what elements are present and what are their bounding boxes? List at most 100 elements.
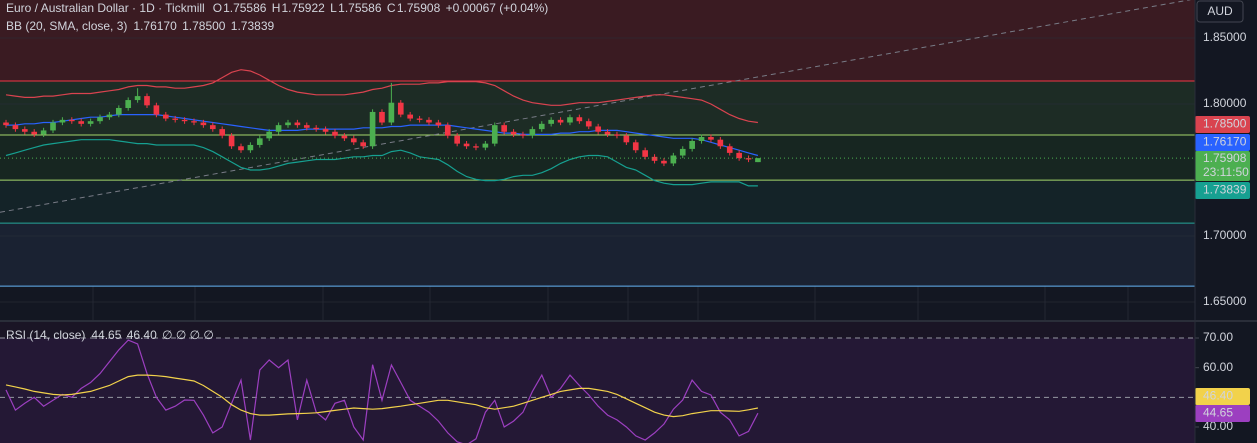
candle-body (454, 135, 460, 144)
ohlc-label: L (330, 1, 337, 15)
candle-body (435, 122, 442, 126)
candle-body (416, 118, 423, 120)
candle-body (40, 130, 47, 135)
candle-body (708, 137, 714, 140)
band-line (6, 114, 759, 157)
price-badge-bg (1195, 182, 1250, 199)
y-tick-label: 1.65000 (1203, 294, 1247, 308)
y-tick-label: 40.00 (1203, 419, 1233, 433)
candle-body (689, 140, 695, 149)
candle-body (426, 119, 432, 123)
indicator-value: 46.40 (127, 328, 157, 342)
trendline (0, 0, 1191, 213)
candle-body (538, 123, 545, 130)
candle-body (115, 107, 122, 115)
candle-body (576, 117, 583, 122)
price-zone (0, 135, 1195, 181)
price-badge: 46.40 (1203, 389, 1233, 403)
rsi-line (5, 374, 759, 418)
chart-title: Euro / Australian Dollar · 1D · Tickmill (6, 1, 205, 15)
indicator-value: 44.65 (91, 328, 121, 342)
ohlc-label: O (213, 1, 222, 15)
price-badge: 1.78500 (1203, 117, 1247, 131)
candle-body (285, 122, 291, 126)
candle-body (256, 138, 263, 145)
ohlc-value: 1.75586 (223, 1, 267, 15)
candle-body (144, 96, 150, 106)
candle-body (294, 122, 301, 126)
rsi-band (0, 338, 1195, 443)
price-change: +0.00067 (+0.04%) (446, 1, 549, 15)
indicator-name: RSI (14, close) (6, 328, 85, 342)
price-badge-bg (1195, 134, 1250, 151)
indicator-value: 1.78500 (182, 19, 226, 33)
candle-body (501, 125, 507, 132)
candle-body (548, 119, 554, 124)
candle-body (407, 114, 413, 119)
indicator-value: 1.73839 (231, 19, 275, 33)
price-badge: 1.75908 (1203, 151, 1247, 165)
candle-body (557, 119, 564, 123)
candle-body (3, 122, 9, 126)
candle-body (369, 111, 376, 147)
price-badge-bg (1195, 116, 1250, 133)
candle-body (379, 111, 385, 123)
candle-body (604, 131, 611, 135)
price-badge: 44.65 (1203, 406, 1233, 420)
candle-body (59, 119, 66, 123)
candle-body (632, 142, 639, 151)
candle-body (341, 135, 348, 139)
candle-body (350, 138, 357, 143)
candle-body (444, 125, 451, 136)
price-zone (0, 81, 1195, 136)
indicator-name: BB (20, SMA, close, 3) (6, 19, 127, 33)
price-badge-bg (1195, 405, 1250, 422)
candle-body (106, 114, 113, 118)
candle-body (228, 135, 235, 147)
candle-body (191, 121, 197, 123)
candle-body (726, 146, 733, 153)
candle-body (670, 155, 677, 164)
y-tick-label: 70.00 (1203, 330, 1233, 344)
ohlc-value: 1.75908 (397, 1, 441, 15)
candle-body (219, 129, 226, 136)
ohlc-label: H (272, 1, 281, 15)
price-zone (0, 180, 1195, 224)
candle-body (275, 125, 282, 132)
candle-body (520, 134, 526, 136)
y-tick-label: 1.85000 (1203, 30, 1247, 44)
candle-body (181, 119, 188, 122)
candle-body (717, 139, 724, 147)
candle-body (332, 131, 338, 136)
candle-body (303, 125, 310, 128)
candle-body (97, 117, 103, 122)
ohlc-label: C (387, 1, 396, 15)
price-badge: 1.73839 (1203, 183, 1247, 197)
candle-body (162, 114, 169, 119)
candle-body (698, 137, 705, 141)
band-line (5, 139, 758, 187)
candle-body (153, 105, 160, 115)
candle-body (247, 144, 254, 151)
candle-body (482, 143, 489, 148)
candle-body (679, 148, 686, 156)
candle-body (463, 143, 470, 147)
y-tick-label: 1.70000 (1203, 228, 1247, 242)
candle-body (491, 125, 498, 144)
candle-body (755, 158, 761, 163)
countdown: 23:11:50 (1203, 165, 1249, 179)
candle-body (68, 119, 75, 122)
rsi-line (5, 339, 759, 443)
indicator-value: 1.76170 (133, 19, 177, 33)
candle-body (266, 131, 273, 139)
candle-body (313, 127, 320, 130)
candle-body (567, 117, 573, 123)
candle-body (651, 156, 658, 161)
indicator-extra: ∅ ∅ ∅ ∅ (162, 328, 214, 342)
candle-body (661, 160, 667, 164)
currency-label: AUD (1207, 4, 1233, 18)
candle-body (360, 142, 367, 147)
candle-body (134, 96, 141, 101)
y-tick-label: 1.80000 (1203, 96, 1247, 110)
